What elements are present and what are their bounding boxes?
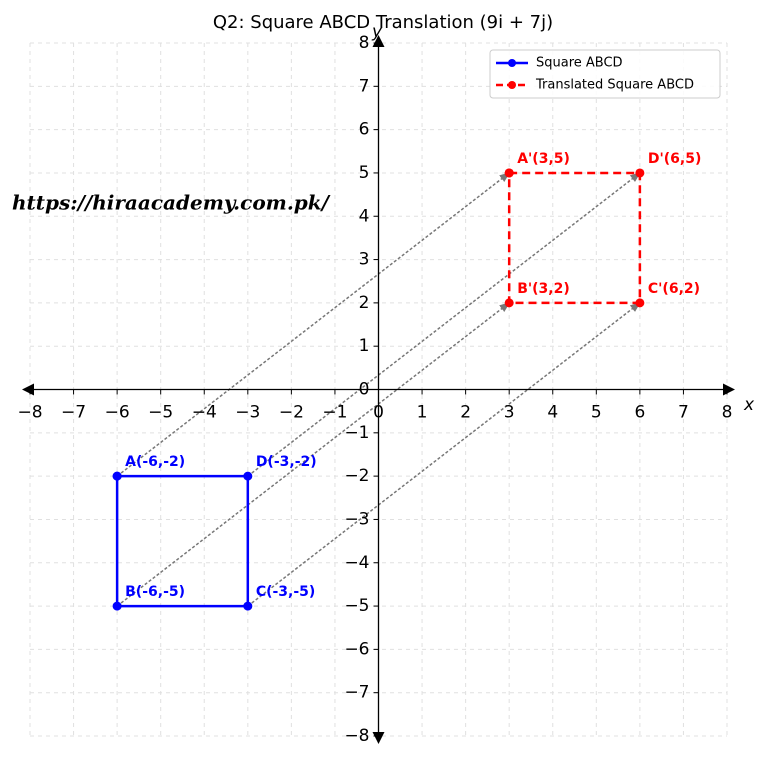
x-tick-label: 4 bbox=[547, 403, 558, 423]
x-tick-label: −2 bbox=[279, 403, 304, 423]
y-tick-label: −5 bbox=[344, 596, 369, 616]
y-axis-arrow bbox=[372, 732, 385, 744]
point-label: D'(6,5) bbox=[648, 151, 702, 167]
point-label: C'(6,2) bbox=[648, 281, 700, 297]
point-label: C(-3,-5) bbox=[256, 584, 316, 600]
point bbox=[112, 471, 122, 481]
x-tick-label: 8 bbox=[722, 403, 733, 423]
translation-arrow bbox=[116, 302, 511, 607]
watermark: https://hiraacademy.com.pk/ bbox=[12, 191, 331, 215]
x-tick-label: 1 bbox=[417, 403, 428, 423]
y-tick-label: −3 bbox=[344, 509, 369, 529]
x-tick-label: −5 bbox=[148, 403, 173, 423]
point bbox=[635, 298, 645, 308]
y-tick-label: −2 bbox=[344, 466, 369, 486]
point bbox=[243, 601, 253, 611]
x-tick-label: −8 bbox=[17, 403, 42, 423]
y-tick-label: −8 bbox=[344, 726, 369, 746]
point bbox=[504, 168, 514, 178]
translation-arrow bbox=[116, 172, 511, 477]
y-tick-label: 7 bbox=[359, 76, 370, 96]
x-tick-label: −4 bbox=[192, 403, 217, 423]
legend-marker bbox=[508, 81, 516, 89]
y-tick-label: 5 bbox=[359, 163, 370, 183]
x-axis-arrow bbox=[723, 383, 735, 396]
y-tick-label: 6 bbox=[359, 120, 370, 140]
legend-label: Square ABCD bbox=[536, 56, 623, 71]
point bbox=[243, 471, 253, 481]
legend-label: Translated Square ABCD bbox=[535, 78, 694, 93]
y-tick-label: −1 bbox=[344, 423, 369, 443]
x-tick-label: 7 bbox=[678, 403, 689, 423]
y-tick-label: 1 bbox=[359, 336, 370, 356]
y-tick-label: 4 bbox=[359, 206, 370, 226]
legend-frame bbox=[489, 49, 721, 99]
x-tick-label: 2 bbox=[460, 403, 471, 423]
point bbox=[504, 298, 514, 308]
legend: Square ABCD Translated Square ABCD bbox=[489, 49, 721, 99]
point bbox=[112, 601, 122, 611]
x-axis-arrow bbox=[22, 383, 34, 396]
point-label: A(-6,-2) bbox=[125, 454, 185, 470]
y-tick-label: 2 bbox=[359, 293, 370, 313]
legend-marker bbox=[508, 59, 516, 67]
x-tick-label: 3 bbox=[504, 403, 515, 423]
translation-arrow bbox=[247, 302, 641, 607]
y-tick-label: 8 bbox=[359, 33, 370, 53]
x-tick-label: −6 bbox=[105, 403, 130, 423]
point bbox=[635, 168, 645, 178]
x-tick-label: 6 bbox=[634, 403, 645, 423]
y-axis-label: y bbox=[371, 22, 383, 42]
translation-arrow bbox=[247, 172, 641, 477]
x-tick-label: −1 bbox=[322, 403, 347, 423]
y-tick-label: −6 bbox=[344, 639, 369, 659]
y-axis-arrow bbox=[372, 35, 385, 47]
point-label: A'(3,5) bbox=[517, 151, 570, 167]
y-tick-label: 3 bbox=[359, 250, 370, 270]
x-tick-label: −7 bbox=[61, 403, 86, 423]
point-label: B'(3,2) bbox=[517, 281, 570, 297]
x-tick-label: 5 bbox=[591, 403, 602, 423]
point-label: B(-6,-5) bbox=[125, 584, 185, 600]
point-label: D(-3,-2) bbox=[256, 454, 317, 470]
x-tick-label: −3 bbox=[235, 403, 260, 423]
y-tick-label: −7 bbox=[344, 683, 369, 703]
x-axis-label: x bbox=[743, 395, 755, 415]
y-tick-label: −4 bbox=[344, 553, 369, 573]
chart-title: Q2: Square ABCD Translation (9i + 7j) bbox=[213, 12, 553, 33]
